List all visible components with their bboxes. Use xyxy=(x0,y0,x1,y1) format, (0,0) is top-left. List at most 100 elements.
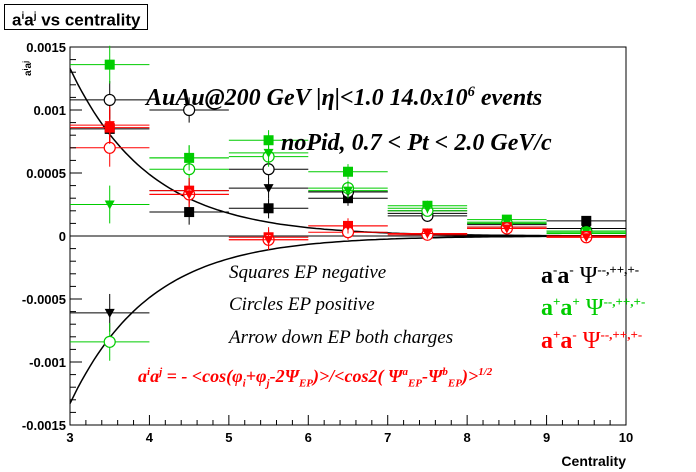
square-marker xyxy=(343,166,353,177)
y-axis-label-part: a xyxy=(23,62,34,68)
triangle-down-marker xyxy=(184,190,195,200)
legend-charge: - xyxy=(553,262,558,277)
data-point xyxy=(70,81,150,119)
circle-marker xyxy=(103,335,116,348)
data-point xyxy=(308,218,388,234)
formula-sup: 1/2 xyxy=(478,366,493,378)
data-point xyxy=(70,185,150,224)
y-tick-label: -0.0005 xyxy=(22,292,66,307)
legend-charge: + xyxy=(553,327,561,342)
psi-symbol: Ψ xyxy=(579,263,598,289)
triangle-down-marker xyxy=(343,186,353,196)
triangle-down-marker xyxy=(184,153,195,163)
legend-a: a xyxy=(541,263,553,289)
triangle-down-marker xyxy=(263,235,274,245)
legend-aplus-aplus: a+a+ Ψ--,++,+- xyxy=(541,294,645,322)
x-tick-label: 3 xyxy=(66,430,73,445)
y-axis-label: aiaj xyxy=(23,61,34,76)
data-point xyxy=(546,233,626,243)
x-axis-label: Centrality xyxy=(561,453,626,469)
data-point xyxy=(308,164,388,180)
y-tick-label: 0.0015 xyxy=(26,40,66,55)
series-a+a+-triangle-down xyxy=(70,142,626,236)
axes-group: 3 4 5 6 7 8 9 10-0.0015-0.001-0.000500.00050.00… xyxy=(22,40,633,445)
formula-sup: j xyxy=(159,366,163,378)
data-point xyxy=(70,106,150,145)
y-tick-label: -0.001 xyxy=(29,355,66,370)
legend-psi-labels: --,++,+- xyxy=(597,262,640,277)
chart-title: aiaj vs centrality xyxy=(4,4,149,30)
circle-marker xyxy=(183,103,196,117)
formula-definition: aiaj = - <cos(φi+φj-2ΨEP)>/<cos2( ΨaEP-Ψ… xyxy=(138,366,492,390)
data-point xyxy=(308,183,388,199)
data-point xyxy=(387,203,468,214)
data-point xyxy=(149,97,229,123)
data-point xyxy=(228,142,309,163)
legend-charge: - xyxy=(572,327,577,342)
annotation-circles: Circles EP positive xyxy=(229,294,375,315)
legend-psi-labels: --,++,+- xyxy=(600,327,643,342)
data-point xyxy=(228,198,309,219)
circle-marker xyxy=(103,93,116,107)
data-point xyxy=(467,224,547,234)
data-point xyxy=(228,159,309,180)
formula-part: -Ψ xyxy=(422,366,443,386)
formula-sub: EP xyxy=(407,377,422,390)
triangle-down-marker xyxy=(501,224,512,234)
square-marker xyxy=(263,135,274,146)
triangle-down-marker xyxy=(104,308,115,318)
x-tick-label: 5 xyxy=(225,430,232,445)
lower-curve xyxy=(69,235,626,404)
x-tick-label: 8 xyxy=(464,430,471,445)
data-point xyxy=(546,215,626,226)
y-axis-label-part: a xyxy=(23,70,34,76)
legend-a: a xyxy=(560,328,573,354)
psi-symbol: Ψ xyxy=(582,328,601,354)
legend-a: a xyxy=(560,295,573,321)
formula-part: )> xyxy=(461,366,479,386)
annotation-cuts: noPid, 0.7 < Pt < 2.0 GeV/c xyxy=(281,130,552,156)
legend-aminus-aminus: a-a- Ψ--,++,+- xyxy=(541,262,639,290)
data-point xyxy=(228,229,309,250)
x-tick-label: 9 xyxy=(543,430,550,445)
formula-sup: b xyxy=(442,366,448,378)
title-a2: a xyxy=(24,10,34,30)
y-tick-label: 0.001 xyxy=(33,103,66,118)
triangle-down-marker xyxy=(343,221,353,231)
data-point xyxy=(149,181,229,208)
formula-sub: j xyxy=(266,377,270,390)
triangle-down-marker xyxy=(422,229,433,239)
annotation-squares: Squares EP negative xyxy=(229,262,387,283)
data-point xyxy=(387,228,468,239)
dataset-exponent: 6 xyxy=(467,84,475,100)
triangle-down-marker xyxy=(263,184,274,194)
formula-sup: a xyxy=(402,366,408,378)
x-tick-label: 4 xyxy=(146,430,154,445)
triangle-down-marker xyxy=(104,200,115,210)
title-text: vs centrality xyxy=(36,10,141,30)
data-point xyxy=(228,178,309,199)
legend-charge: - xyxy=(569,262,574,277)
legend-psi-labels: --,++,+- xyxy=(603,294,646,309)
x-tick-label: 6 xyxy=(305,430,312,445)
annotation-dataset: AuAu@200 GeV |η|<1.0 14.0x106 events xyxy=(146,84,542,112)
formula-sub: i xyxy=(242,377,246,390)
dataset-events: events xyxy=(474,85,543,111)
legend-charge: + xyxy=(572,294,580,309)
data-points-group xyxy=(70,45,626,361)
y-tick-label: -0.0015 xyxy=(22,418,66,433)
formula-part: a xyxy=(150,366,160,386)
square-marker xyxy=(263,203,274,214)
formula-part: )>/<cos2( Ψ xyxy=(313,366,403,386)
y-axis-label-part: i xyxy=(23,68,30,70)
x-tick-label: 7 xyxy=(384,430,391,445)
formula-sup: i xyxy=(147,366,151,378)
formula-sub: EP xyxy=(447,377,462,390)
y-axis-label-part: j xyxy=(23,61,30,64)
triangle-down-marker xyxy=(581,233,592,243)
title-sup-j: j xyxy=(33,11,37,22)
legend-a: a xyxy=(557,263,570,289)
title-sup-i: i xyxy=(21,11,25,22)
formula-part: a xyxy=(138,366,147,386)
